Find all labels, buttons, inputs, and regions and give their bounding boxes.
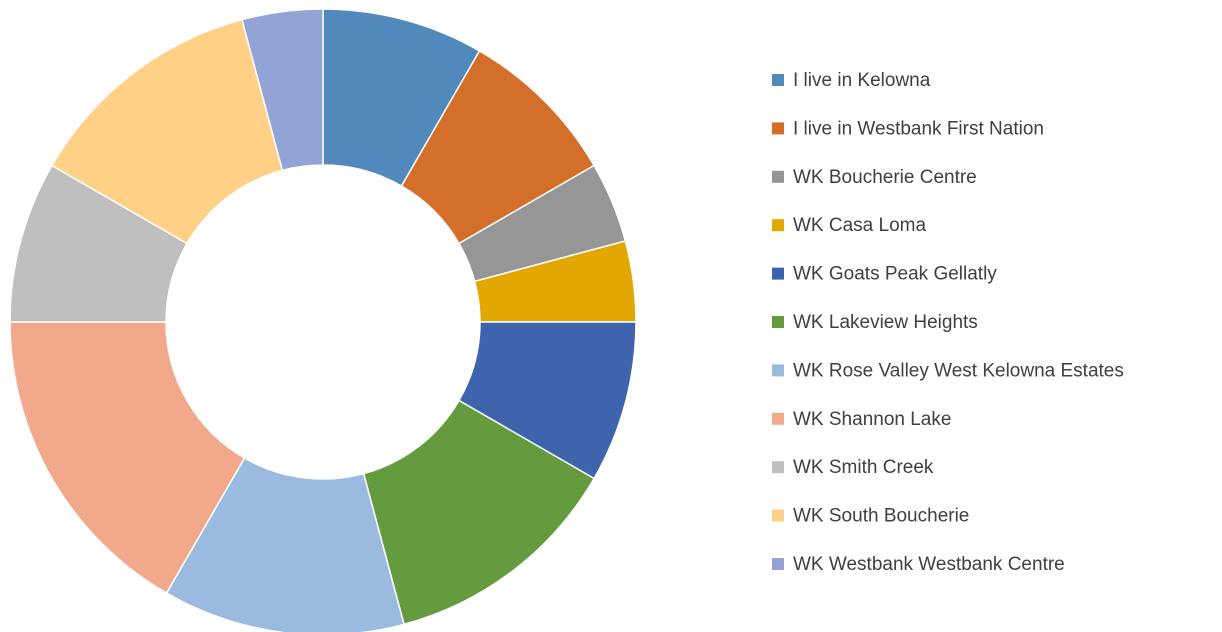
legend-label: WK Westbank Westbank Centre [793,554,1065,575]
legend-swatch [772,122,784,135]
legend-swatch [772,219,784,232]
legend-swatch [772,316,784,328]
donut-slice [165,456,405,632]
legend-swatch [772,509,784,522]
legend-swatch [772,461,784,474]
legend-label: I live in Kelowna [793,70,931,91]
donut-slice [50,18,284,245]
donut-slice [241,8,324,172]
legend-swatch [772,74,784,86]
legend-swatch [772,412,784,425]
legend-label: WK Shannon Lake [793,409,951,430]
legend-label: WK Lakeview Heights [793,312,978,333]
legend-label: I live in Westbank First Nation [793,118,1044,139]
legend-label: WK Boucherie Centre [793,167,977,188]
legend-label: WK South Boucherie [793,506,969,527]
legend-label: WK Smith Creek [793,457,934,478]
legend-label: WK Casa Loma [793,215,926,236]
legend-label: WK Rose Valley West Kelowna Estates [793,360,1124,381]
legend-swatch [772,267,784,280]
donut-slice [9,321,246,595]
legend-swatch [772,364,784,377]
legend-swatch [772,170,784,183]
legend-swatch [772,558,784,570]
donut-slice [362,399,596,626]
legend-label: WK Goats Peak Gellatly [793,264,997,285]
